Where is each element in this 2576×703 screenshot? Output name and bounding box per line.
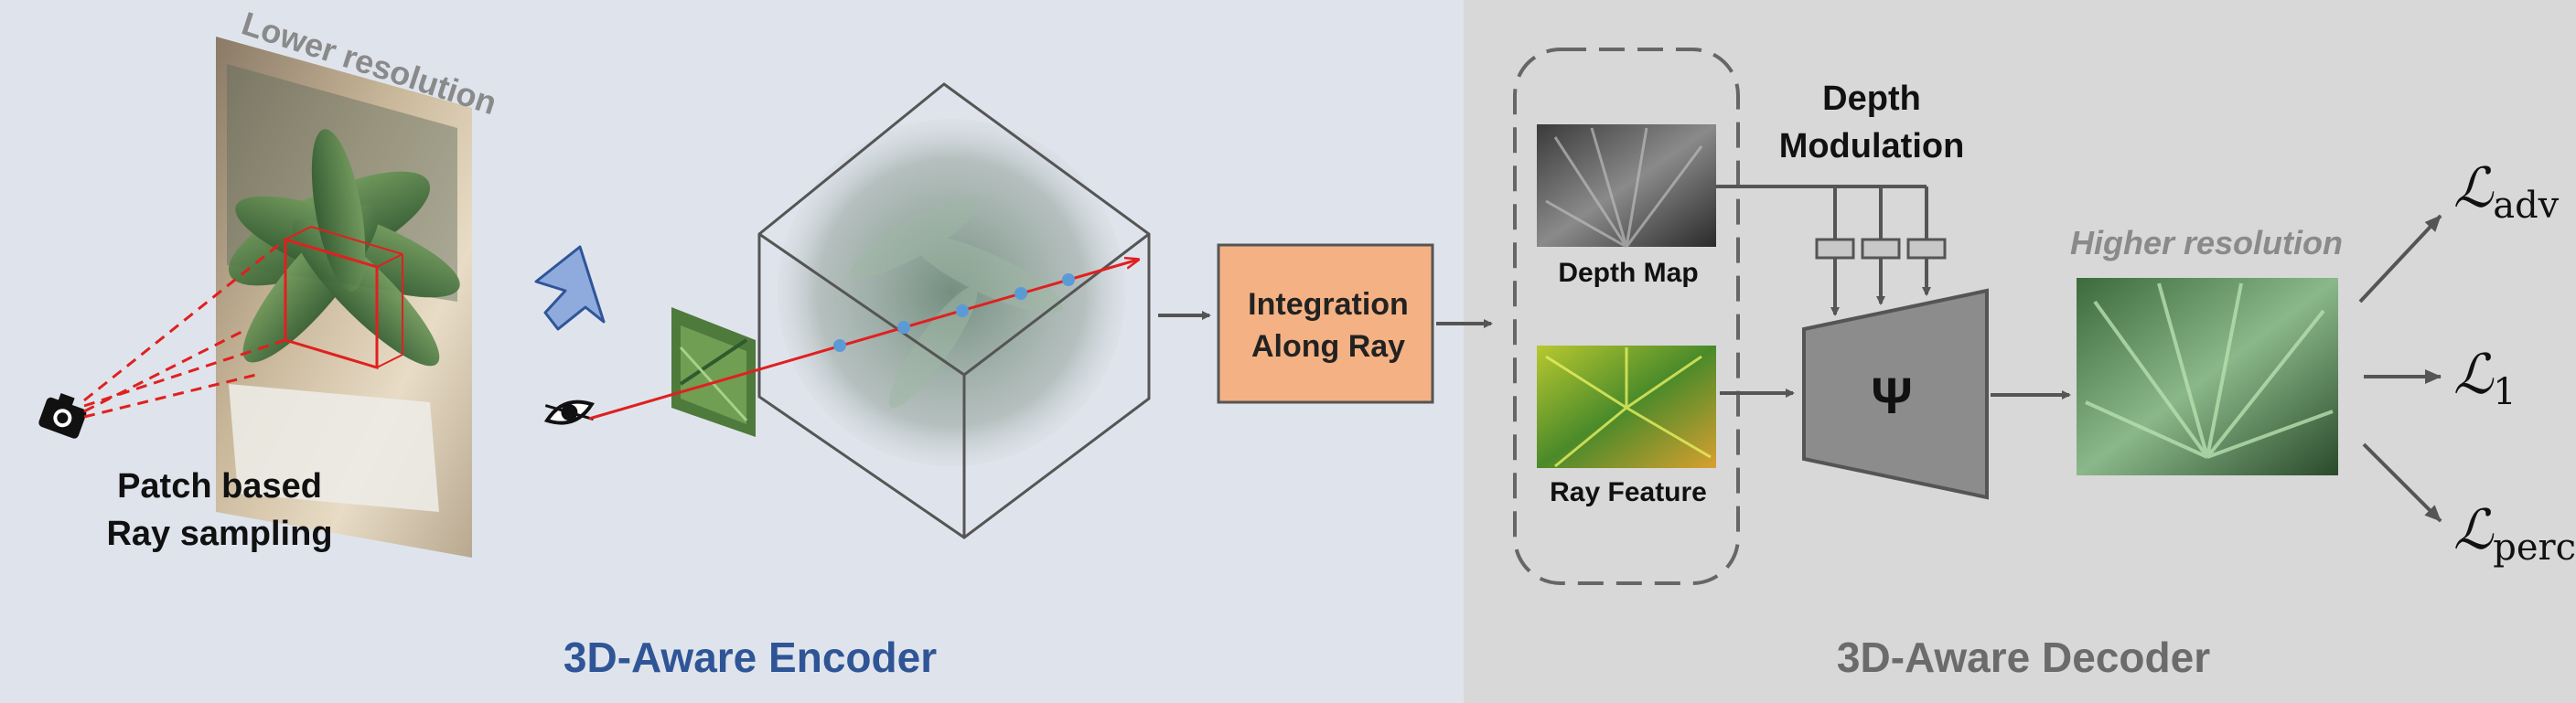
- integration-line1: Integration: [1248, 287, 1409, 322]
- modulation-blocks: [1815, 238, 1947, 260]
- sampling-ray: [588, 260, 1138, 421]
- depth-map-label: Depth Map: [1558, 258, 1698, 288]
- patch-sampling-line2: Ray sampling: [106, 515, 332, 553]
- loss-adv-sub: adv: [2493, 185, 2559, 227]
- scene-image: [216, 37, 472, 558]
- feature-cube: [757, 82, 1151, 539]
- psi-symbol: Ψ: [1871, 367, 1912, 424]
- eye-icon: [543, 399, 595, 425]
- ray-feature-label: Ray Feature: [1550, 477, 1707, 507]
- depth-modulation-line1: Depth: [1822, 80, 1921, 118]
- blue-arrow-icon: [534, 245, 606, 331]
- patch-sampling-line1: Patch based: [117, 467, 322, 506]
- encoder-title: 3D-Aware Encoder: [564, 634, 937, 681]
- loss-adv-symbol: ℒ: [2453, 156, 2495, 220]
- loss-l1-sub: 1: [2493, 371, 2516, 413]
- loss-l1-symbol: ℒ: [2453, 343, 2495, 407]
- integration-line2: Along Ray: [1251, 329, 1405, 364]
- integration-box: Integration Along Ray: [1217, 243, 1434, 404]
- depth-modulation-wiring: [1716, 185, 1928, 240]
- sample-points: [833, 273, 1075, 352]
- modulation-arrows: [1830, 258, 1931, 316]
- loss-perc-sub: perc: [2493, 527, 2576, 569]
- output-image: [2077, 278, 2338, 475]
- ray-feature-image: [1537, 346, 1716, 468]
- camera-rays: [83, 238, 286, 419]
- sample-patch-image: [671, 307, 756, 437]
- feature-group-box: [1513, 48, 1740, 585]
- decoder-title: 3D-Aware Decoder: [1837, 634, 2210, 681]
- camera-icon: [38, 392, 87, 439]
- psi-decoder-block: Ψ: [1802, 288, 1989, 500]
- loss-l1: ℒ1: [2453, 343, 2517, 413]
- loss-adv: ℒadv: [2453, 156, 2560, 227]
- higher-resolution-label: Higher resolution: [2070, 224, 2343, 261]
- loss-perc-symbol: ℒ: [2453, 498, 2495, 562]
- loss-perc: ℒperc: [2453, 498, 2576, 569]
- depth-modulation-line2: Modulation: [1779, 127, 1965, 165]
- depth-map-image: [1537, 124, 1716, 249]
- loss-arrows: [2358, 214, 2442, 523]
